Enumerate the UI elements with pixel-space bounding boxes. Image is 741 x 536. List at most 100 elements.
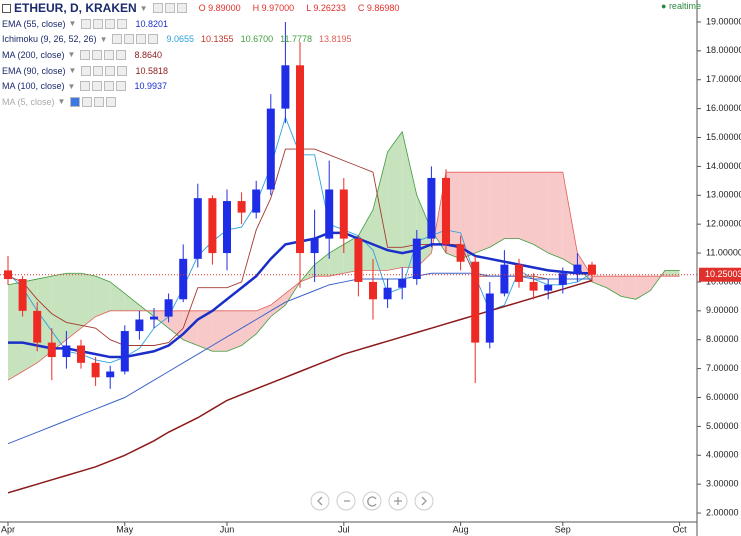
candle-body (310, 238, 319, 254)
y-tick-label: 19.00000 (706, 16, 741, 26)
cloud-fill (548, 172, 563, 259)
cloud-fill (51, 273, 67, 352)
caret[interactable]: ▼ (67, 50, 76, 60)
collapse-icon[interactable] (2, 3, 11, 13)
candle-body (544, 284, 553, 291)
caret[interactable]: ▼ (67, 81, 76, 91)
x-tick-label: Jul (338, 524, 350, 534)
setting-icon[interactable] (92, 49, 103, 60)
setting-icon[interactable] (148, 34, 159, 45)
indicator-label: EMA (90, close) (2, 65, 66, 76)
x-tick-label: May (116, 524, 134, 534)
indicator-row: Ichimoku (9, 26, 52, 26) ▼ 9.0655 10.1355 10… (0, 32, 411, 48)
indicator-rows: EMA (55, close) ▼ 10.8201 Ichimoku (9, 26, … (0, 16, 411, 110)
cloud-fill (95, 276, 111, 317)
cloud-fill (329, 244, 344, 277)
candle-body (369, 281, 377, 300)
indicator-value: 10.1355 (201, 34, 234, 45)
indicator-row: MA (5, close) ▼ (0, 94, 411, 110)
indicator-value: 10.8201 (135, 18, 168, 29)
y-tick-label: 7.00000 (706, 363, 739, 373)
candle-body (62, 345, 71, 358)
cloud-fill (402, 131, 417, 268)
scroll-right[interactable] (414, 491, 434, 511)
indicator-label: MA (200, close) (2, 49, 65, 60)
setting-icon[interactable] (106, 96, 117, 107)
reset[interactable] (362, 491, 382, 511)
status: ● realtime (661, 1, 701, 11)
scroll-left[interactable] (310, 491, 330, 511)
setting-icon[interactable] (136, 34, 147, 45)
legend: ETHEUR, D, KRAKEN ▼ O 9.89000 H 9.97000 L … (0, 0, 411, 110)
cloud-fill (110, 281, 125, 311)
cloud-fill (124, 293, 140, 311)
setting-icon[interactable] (116, 49, 127, 60)
setting-icon[interactable] (81, 65, 92, 76)
candle-body (500, 264, 509, 294)
candle-body (558, 273, 567, 285)
indicator-label: MA (100, close) (2, 81, 65, 92)
x-tick-label: Aug (453, 524, 469, 534)
cloud-fill (241, 310, 257, 346)
cloud-fill (489, 172, 505, 248)
y-tick-label: 5.00000 (706, 421, 739, 431)
setting-icon[interactable] (117, 18, 128, 29)
cloud-fill (606, 276, 622, 297)
y-tick-label: 3.00000 (706, 479, 739, 489)
y-tick-label: 12.00000 (706, 219, 741, 229)
ohlc-value: H 9.97000 (252, 3, 295, 13)
setting-icon[interactable] (116, 81, 127, 92)
setting-icon[interactable] (70, 96, 81, 107)
indicator-value: 10.5818 (135, 65, 168, 76)
caret[interactable]: ▼ (68, 19, 77, 29)
caret[interactable]: ▼ (57, 97, 66, 107)
symbol-row: ETHEUR, D, KRAKEN ▼ O 9.89000 H 9.97000 L … (0, 0, 411, 16)
indicator-label: Ichimoku (9, 26, 52, 26) (2, 34, 97, 45)
cloud-fill (665, 270, 680, 277)
cloud-fill (197, 310, 213, 352)
setting-icon[interactable] (117, 65, 128, 76)
candle-body (427, 177, 436, 239)
y-tick-label: 16.00000 (706, 103, 741, 113)
cloud-fill (504, 172, 519, 239)
setting-icon[interactable] (92, 81, 103, 92)
status-text: realtime (668, 1, 701, 11)
setting-icon[interactable] (104, 49, 115, 60)
cloud-fill (533, 172, 549, 254)
candle-body (193, 198, 202, 259)
setting-icon[interactable] (80, 49, 91, 60)
candle-body (339, 189, 348, 239)
candle-body (150, 316, 158, 320)
nav-buttons (310, 491, 434, 511)
indicator-label: MA (5, close) (2, 96, 55, 107)
candle-body (237, 201, 246, 213)
setting-icon[interactable] (104, 81, 115, 92)
setting-icon[interactable] (93, 65, 104, 76)
cloud-fill (227, 310, 242, 352)
caret[interactable]: ▼ (68, 66, 77, 76)
indicator-row: EMA (55, close) ▼ 10.8201 (0, 16, 411, 32)
setting-icon[interactable] (93, 18, 104, 29)
setting-icon[interactable] (124, 34, 135, 45)
candle-body (4, 270, 12, 280)
candle-body (77, 345, 85, 363)
ohlc-value: C 9.86980 (357, 3, 400, 13)
caret[interactable]: ▼ (99, 34, 108, 44)
indicator-value: 10.6700 (240, 34, 274, 45)
cloud-fill (314, 253, 330, 277)
caret[interactable]: ▼ (139, 3, 148, 13)
candle-body (573, 264, 582, 274)
setting-icon[interactable] (81, 18, 92, 29)
setting-icon[interactable] (112, 34, 123, 45)
setting-icon[interactable] (80, 81, 91, 92)
candle-body (266, 108, 275, 190)
candle-body (179, 258, 188, 300)
setting-icon[interactable] (94, 96, 105, 107)
indicator-row: MA (200, close) ▼ 8.8640 (0, 47, 411, 63)
setting-icon[interactable] (105, 18, 116, 29)
setting-icon[interactable] (82, 96, 93, 107)
ma-line (7, 279, 593, 494)
candle-body (442, 177, 450, 245)
setting-icon[interactable] (105, 65, 116, 76)
